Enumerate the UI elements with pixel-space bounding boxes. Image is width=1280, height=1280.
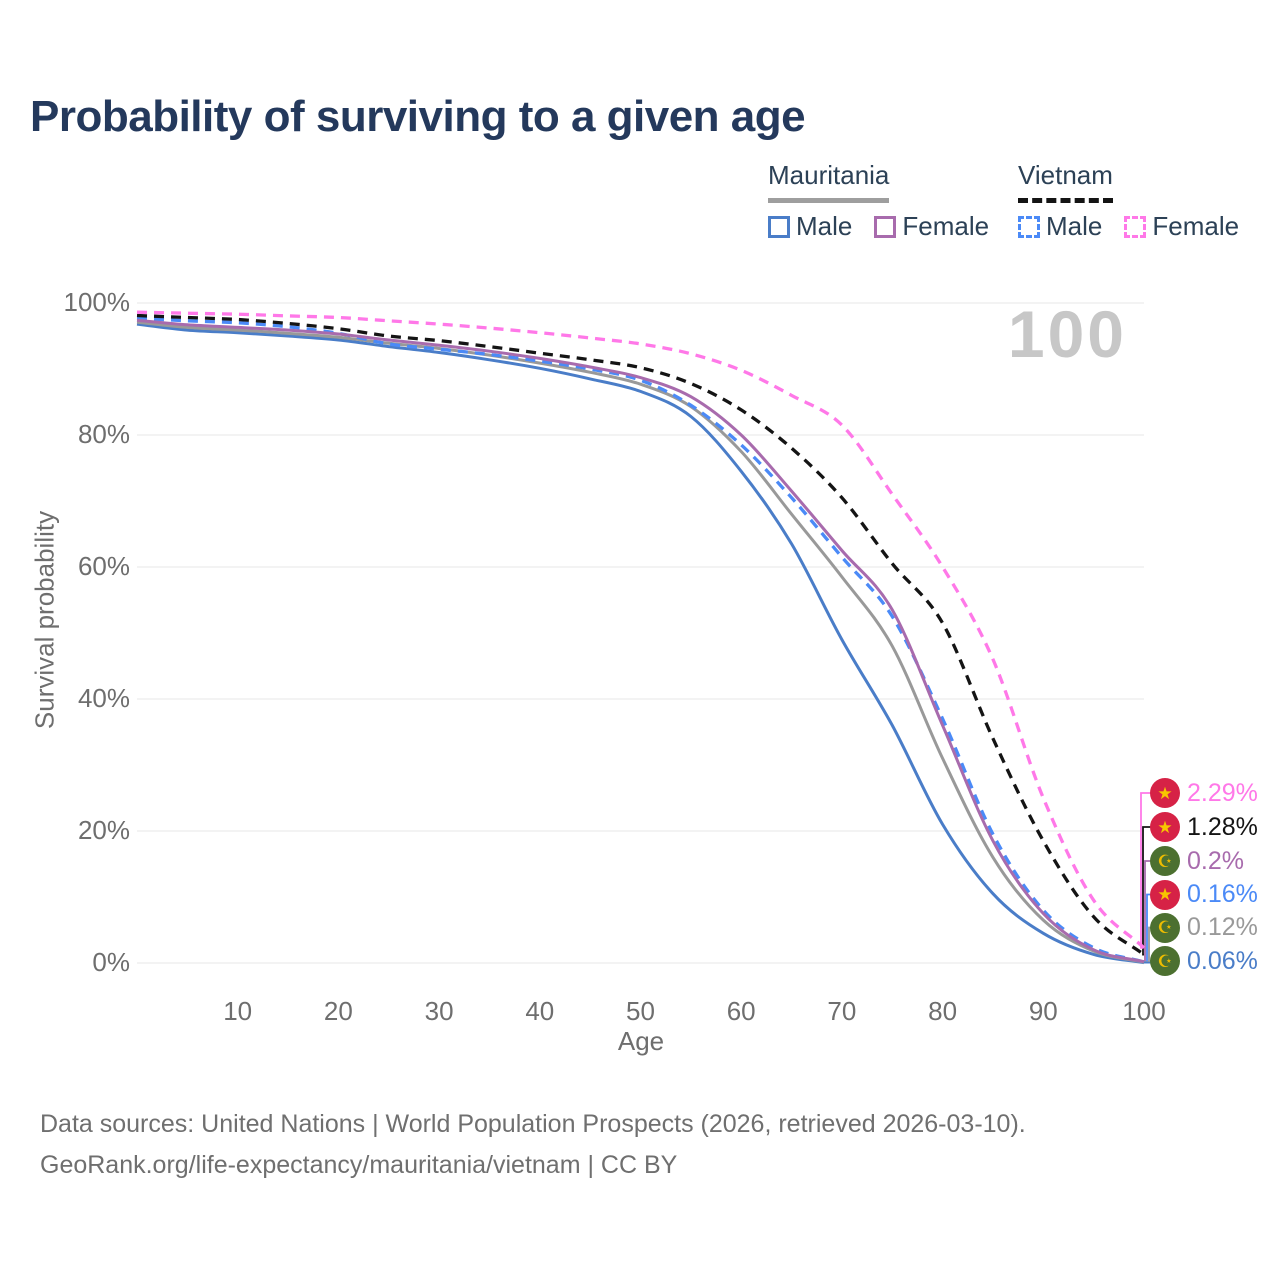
- x-tick-label-60: 60: [726, 996, 756, 1026]
- footer-sources-line: Data sources: United Nations | World Pop…: [40, 1110, 1026, 1138]
- series-line-mauritania-male[interactable]: [136, 322, 1145, 965]
- x-tick-label-30: 30: [424, 996, 454, 1026]
- series-line-vietnam-female[interactable]: [136, 310, 1146, 950]
- x-tick-label-20: 20: [323, 996, 353, 1026]
- legend-item-label: Male: [796, 211, 853, 241]
- legend-item-vietnam-female[interactable]: Female: [1124, 211, 1239, 242]
- legend-item-mauritania-female[interactable]: Female: [874, 211, 989, 242]
- legend-item-label: Female: [902, 211, 990, 241]
- vietnam-flag-icon: ★: [1150, 778, 1180, 808]
- flag-symbol: ☪: [1157, 951, 1173, 971]
- end-label-mauritania-female: ☪ 0.2%: [1150, 844, 1244, 878]
- y-tick-label-40: 40%: [77, 683, 130, 713]
- footer-attribution-line: GeoRank.org/life-expectancy/mauritania/v…: [40, 1151, 678, 1179]
- end-label-value: 1.28%: [1187, 812, 1258, 841]
- legend-group-mauritania: Mauritania Male Female: [768, 160, 989, 242]
- end-label-leader-vietnam-combined: [1142, 826, 1152, 956]
- mauritania-flag-icon: ☪: [1150, 946, 1180, 976]
- vietnam-flag-icon: ★: [1150, 879, 1180, 910]
- x-tick-label-100: 100: [1122, 996, 1166, 1026]
- end-label-mauritania-male: ☪ 0.06%: [1150, 944, 1258, 978]
- end-label-value: 0.2%: [1187, 846, 1244, 875]
- y-axis-title: Survival probability: [29, 510, 60, 730]
- legend-title-mauritania[interactable]: Mauritania: [768, 160, 890, 203]
- end-label-value: 0.12%: [1187, 913, 1258, 941]
- flag-symbol: ★: [1157, 817, 1173, 837]
- x-tick-label-50: 50: [626, 996, 655, 1026]
- end-label-value: 2.29%: [1187, 778, 1258, 807]
- series-line-vietnam-combined[interactable]: [136, 313, 1145, 956]
- flag-symbol: ★: [1157, 885, 1173, 904]
- page-title: Probability of surviving to a given age: [30, 92, 806, 141]
- vietnam-flag-icon: ★: [1150, 812, 1180, 842]
- end-label-vietnam-female: ★ 2.29%: [1150, 776, 1258, 810]
- end-label-vietnam-male: ★ 0.16%: [1150, 878, 1258, 912]
- legend-item-vietnam-male[interactable]: Male: [1018, 211, 1102, 242]
- line-swatch-icon: [1124, 215, 1147, 238]
- mauritania-flag-icon: ☪: [1150, 912, 1180, 943]
- hover-age-watermark: 100: [1007, 297, 1127, 371]
- legend-item-label: Male: [1046, 211, 1103, 241]
- x-tick-label-10: 10: [223, 996, 253, 1026]
- series-line-mauritania-combined[interactable]: [136, 320, 1145, 964]
- flag-symbol: ☪: [1157, 918, 1173, 937]
- y-tick-label-20: 20%: [77, 815, 130, 845]
- x-tick-label-90: 90: [1028, 996, 1058, 1026]
- line-swatch-icon: [1018, 215, 1040, 238]
- y-tick-label-100: 100%: [63, 287, 131, 317]
- flag-symbol: ★: [1157, 783, 1173, 803]
- flag-symbol: ☪: [1157, 851, 1173, 871]
- end-label-value: 0.06%: [1187, 946, 1258, 975]
- x-tick-label-80: 80: [928, 996, 958, 1026]
- legend-group-vietnam: Vietnam Male Female: [1018, 160, 1239, 242]
- mauritania-flag-icon: ☪: [1150, 846, 1180, 876]
- legend-title-vietnam[interactable]: Vietnam: [1018, 160, 1113, 203]
- legend-item-label: Female: [1152, 211, 1240, 241]
- legend-item-mauritania-male[interactable]: Male: [768, 211, 852, 242]
- x-axis-title: Age: [617, 1026, 665, 1056]
- x-tick-label-40: 40: [525, 996, 555, 1026]
- end-label-value: 0.16%: [1187, 880, 1258, 908]
- end-label-mauritania-combined: ☪ 0.12%: [1150, 911, 1258, 945]
- y-tick-label-60: 60%: [77, 551, 130, 581]
- footer: Data sources: United Nations | World Pop…: [40, 1104, 1026, 1186]
- line-swatch-icon: [874, 215, 897, 238]
- end-label-vietnam-combined: ★ 1.28%: [1150, 810, 1258, 844]
- series-line-mauritania-female[interactable]: [136, 318, 1145, 964]
- y-tick-label-80: 80%: [77, 419, 130, 449]
- series-line-vietnam-male[interactable]: [136, 316, 1145, 964]
- line-swatch-icon: [768, 215, 790, 238]
- x-tick-label-70: 70: [827, 996, 857, 1026]
- y-tick-label-0: 0%: [92, 947, 130, 977]
